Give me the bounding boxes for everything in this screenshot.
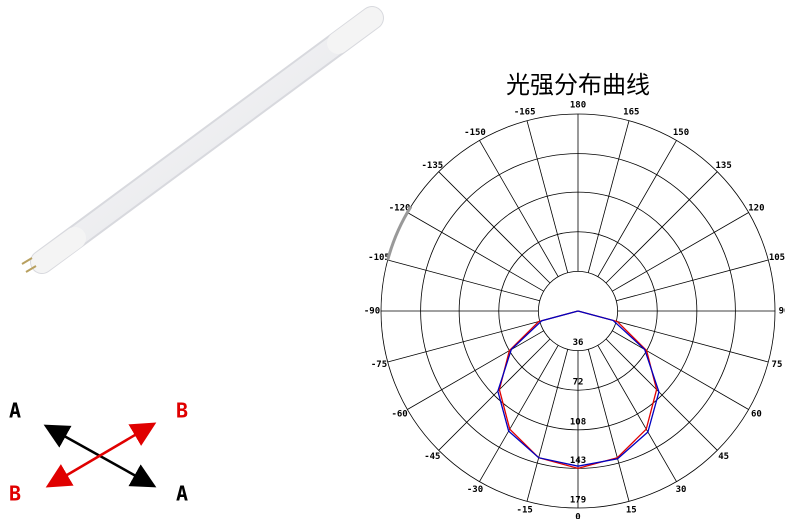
angle-label: -105 (368, 253, 390, 263)
angle-label: 15 (626, 505, 637, 515)
angle-label: 150 (673, 128, 689, 138)
label: A (9, 399, 21, 423)
spoke (479, 140, 559, 277)
angle-label: 105 (769, 253, 785, 263)
angle-label: 180 (570, 101, 586, 111)
angle-label: 120 (748, 204, 764, 214)
spoke (616, 320, 769, 363)
ring (380, 113, 776, 509)
spoke (616, 259, 769, 302)
angle-label: -120 (389, 204, 411, 214)
angle-label: -60 (391, 410, 407, 420)
r-label: 179 (570, 496, 586, 506)
r-label: 143 (570, 456, 586, 466)
direction-diagram: A B B A (9, 399, 188, 506)
spoke (407, 212, 544, 292)
angle-label: -90 (364, 307, 380, 317)
spoke (438, 338, 551, 451)
r-label: 108 (570, 417, 586, 427)
highlight-arc (386, 205, 413, 261)
angle-label: -165 (514, 108, 536, 118)
angle-label: -150 (464, 128, 486, 138)
angle-label: 90 (779, 307, 785, 317)
r-label: 36 (573, 338, 584, 348)
angle-label: 75 (772, 360, 783, 370)
spoke (387, 259, 540, 302)
angle-label: 0 (575, 513, 580, 520)
led-tube (21, 6, 384, 274)
angle-label: -30 (467, 485, 483, 495)
angle-label: -15 (517, 505, 533, 515)
angle-label: -45 (424, 452, 440, 462)
spoke (612, 212, 749, 292)
spoke (612, 330, 749, 410)
curve (498, 310, 658, 470)
label: A (176, 482, 188, 506)
spoke (597, 140, 677, 277)
spoke (587, 349, 630, 502)
ring (458, 191, 698, 431)
ring (537, 270, 619, 352)
label: B (9, 482, 21, 506)
angle-label: -135 (421, 161, 443, 171)
spoke (479, 345, 559, 482)
chart-title: 光强分布曲线 (506, 71, 650, 99)
spoke (526, 349, 569, 502)
spoke (605, 171, 718, 284)
r-label: 72 (573, 378, 584, 388)
curve (497, 310, 660, 467)
label: B (176, 399, 188, 423)
angle-label: 135 (716, 161, 732, 171)
spoke (387, 320, 540, 363)
spoke (438, 171, 551, 284)
spoke (407, 330, 544, 410)
spoke (587, 120, 630, 273)
angle-label: 165 (623, 108, 639, 118)
spoke (605, 338, 718, 451)
angle-label: 60 (751, 410, 762, 420)
angle-label: -75 (371, 360, 387, 370)
angle-label: 30 (676, 485, 687, 495)
angle-label: 45 (718, 452, 729, 462)
spoke (526, 120, 569, 273)
ring (498, 231, 658, 391)
spoke (597, 345, 677, 482)
polar-chart: 0 15 30 45 60 75 90 105 120 135 150 165 180 -165 -150 -… (364, 101, 785, 523)
